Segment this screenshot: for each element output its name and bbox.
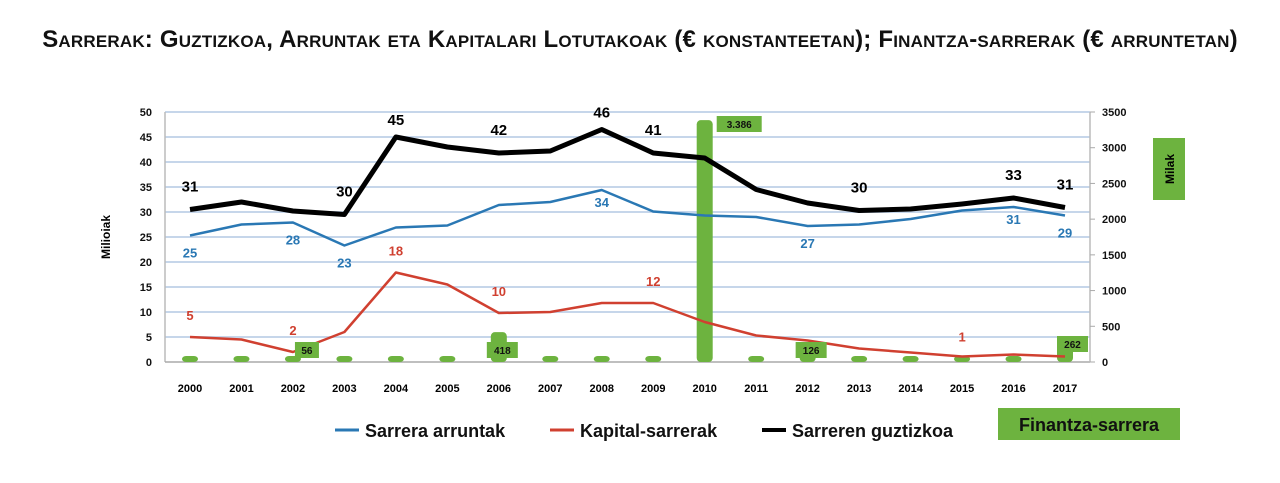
data-label: 2 bbox=[289, 323, 296, 338]
bar-finantza-sarrera bbox=[233, 356, 250, 362]
line-kapital-sarrerak bbox=[189, 271, 1066, 358]
y-tick-label: 30 bbox=[140, 207, 152, 219]
y2-tick-label: 2500 bbox=[1102, 178, 1126, 190]
x-tick-label: 2001 bbox=[229, 383, 253, 395]
legend-swatch-finantza bbox=[998, 408, 1180, 440]
legend-label: Finantza-sarrera bbox=[1019, 415, 1160, 435]
bar-label-box bbox=[795, 342, 827, 358]
bar-finantza-sarrera bbox=[1005, 356, 1022, 362]
y2-tick-label: 0 bbox=[1102, 357, 1108, 369]
data-label: 34 bbox=[595, 195, 610, 210]
data-label: 30 bbox=[851, 180, 868, 197]
y2-axis-label: Milak bbox=[1163, 154, 1177, 184]
bar-label: 3.386 bbox=[727, 120, 752, 131]
chart-title: Sarrerak: Guztizkoa, Arruntak eta Kapita… bbox=[42, 26, 1238, 53]
bar-finantza-sarrera bbox=[182, 356, 198, 362]
bar-finantza-sarrera bbox=[593, 356, 610, 362]
x-tick-label: 2000 bbox=[178, 383, 202, 395]
y2-tick-label: 1000 bbox=[1102, 286, 1126, 298]
bar-label-box bbox=[716, 116, 762, 132]
y2-tick-label: 3000 bbox=[1102, 143, 1126, 155]
bar-finantza-sarrera bbox=[439, 356, 456, 362]
bar-finantza-sarrera bbox=[542, 356, 559, 362]
data-label: 1 bbox=[958, 330, 965, 345]
data-label: 42 bbox=[490, 122, 507, 139]
data-label: 30 bbox=[336, 184, 353, 201]
bar-label: 418 bbox=[494, 346, 511, 357]
data-label: 33 bbox=[1005, 167, 1022, 184]
data-label: 27 bbox=[800, 236, 814, 251]
data-label: 18 bbox=[389, 244, 403, 259]
legend-label: Kapital-sarrerak bbox=[580, 421, 718, 441]
x-tick-label: 2013 bbox=[847, 383, 871, 395]
data-label: 46 bbox=[593, 105, 610, 122]
x-tick-label: 2008 bbox=[590, 383, 614, 395]
y-tick-label: 0 bbox=[146, 357, 152, 369]
data-label: 31 bbox=[1057, 177, 1074, 194]
data-label: 23 bbox=[337, 256, 351, 271]
data-label: 28 bbox=[286, 233, 300, 248]
y-tick-label: 40 bbox=[140, 157, 152, 169]
data-label: 12 bbox=[646, 274, 660, 289]
data-label: 10 bbox=[492, 284, 506, 299]
y-tick-label: 10 bbox=[140, 307, 152, 319]
legend-label: Sarrera arruntak bbox=[365, 421, 506, 441]
bar-finantza-sarrera bbox=[696, 120, 713, 363]
bar-label-box bbox=[1057, 336, 1088, 352]
y2-tick-label: 3500 bbox=[1102, 107, 1126, 119]
y2-tick-label: 2000 bbox=[1102, 214, 1126, 226]
y-tick-label: 50 bbox=[140, 107, 152, 119]
y2-label-box bbox=[1153, 138, 1185, 200]
bar-label: 56 bbox=[301, 346, 313, 357]
x-tick-label: 2007 bbox=[538, 383, 562, 395]
x-tick-label: 2011 bbox=[744, 383, 768, 395]
y-tick-label: 5 bbox=[146, 332, 152, 344]
y-tick-label: 20 bbox=[140, 257, 152, 269]
line-sarreren-guztizkoa bbox=[189, 127, 1066, 217]
x-tick-label: 2009 bbox=[641, 383, 665, 395]
y2-tick-label: 500 bbox=[1102, 321, 1120, 333]
data-label: 31 bbox=[182, 179, 199, 196]
y-tick-label: 45 bbox=[140, 132, 152, 144]
y2-tick-label: 1500 bbox=[1102, 250, 1126, 262]
bar-finantza-sarrera bbox=[851, 356, 868, 362]
x-tick-label: 2004 bbox=[384, 383, 409, 395]
x-tick-label: 2017 bbox=[1053, 383, 1077, 395]
data-label: 5 bbox=[186, 308, 193, 323]
data-label: 45 bbox=[388, 112, 405, 129]
bar-label: 126 bbox=[803, 346, 820, 357]
x-tick-label: 2005 bbox=[435, 383, 459, 395]
x-tick-label: 2003 bbox=[332, 383, 356, 395]
y-tick-label: 25 bbox=[140, 232, 152, 244]
bar-finantza-sarrera bbox=[902, 356, 919, 362]
x-tick-label: 2014 bbox=[898, 383, 923, 395]
data-label: 29 bbox=[1058, 226, 1072, 241]
bar-finantza-sarrera bbox=[748, 356, 765, 362]
data-label: 31 bbox=[1006, 212, 1020, 227]
x-tick-label: 2012 bbox=[795, 383, 819, 395]
legend-label: Sarreren guztizkoa bbox=[792, 421, 954, 441]
bar-finantza-sarrera bbox=[336, 356, 353, 362]
x-tick-label: 2010 bbox=[692, 383, 716, 395]
x-tick-label: 2015 bbox=[950, 383, 974, 395]
bar-label-box bbox=[486, 342, 518, 358]
x-tick-label: 2002 bbox=[281, 383, 305, 395]
bar-label-box bbox=[294, 342, 319, 358]
bar-finantza-sarrera bbox=[645, 356, 662, 362]
bar-finantza-sarrera bbox=[387, 356, 404, 362]
y-tick-label: 35 bbox=[140, 182, 152, 194]
x-tick-label: 2016 bbox=[1001, 383, 1025, 395]
y-axis-label: Milioiak bbox=[99, 215, 113, 259]
line-sarrera-arruntak bbox=[189, 188, 1066, 247]
data-label: 41 bbox=[645, 122, 662, 139]
y-tick-label: 15 bbox=[140, 282, 152, 294]
x-tick-label: 2006 bbox=[487, 383, 511, 395]
data-label: 25 bbox=[183, 246, 197, 261]
bar-label: 262 bbox=[1064, 340, 1081, 351]
